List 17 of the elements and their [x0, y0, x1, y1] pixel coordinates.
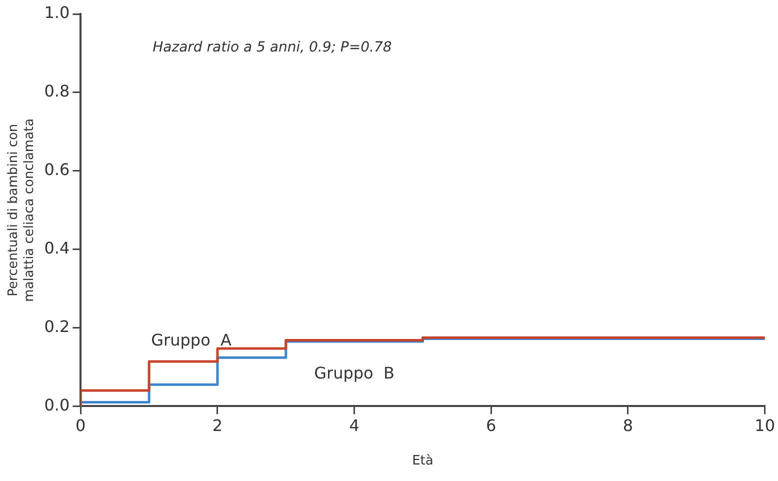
y-tick-label: 0.8 [44, 82, 70, 101]
x-tick-label: 6 [486, 416, 496, 435]
y-tick-label: 0.6 [44, 160, 70, 180]
y-tick-label: 1.0 [44, 3, 70, 22]
annotation: Hazard ratio a 5 anni, 0.9; P=0.78 [152, 40, 392, 56]
y-tick-label: 0.4 [44, 238, 70, 258]
series-label: Gruppo A [151, 330, 232, 350]
x-tick-label: 8 [622, 416, 634, 435]
x-tick-label: 4 [349, 416, 360, 435]
x-tick-label: 0 [76, 416, 86, 435]
x-tick-label: 2 [212, 416, 223, 435]
x-axis-title: Età [412, 454, 434, 469]
y-tick-label: 0.2 [44, 316, 70, 336]
y-axis-title: Percentuali di bambini con malattia celiaca conclamata [6, 118, 37, 302]
x-tick-label: 10 [754, 416, 775, 435]
series-label: Gruppo B [314, 364, 395, 383]
y-tick-label: 0.0 [44, 395, 70, 414]
